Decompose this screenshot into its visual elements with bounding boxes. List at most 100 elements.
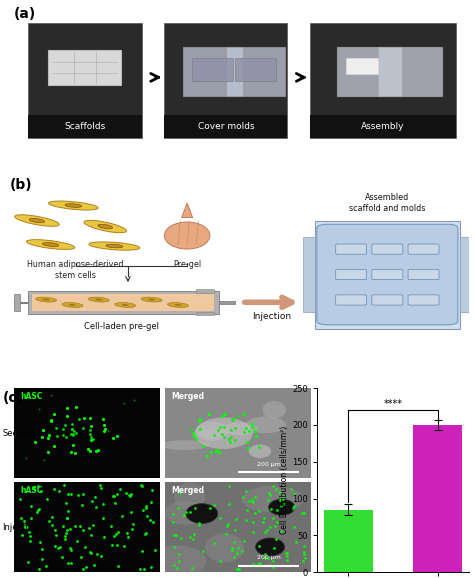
Point (44, 495, 51, 504)
Point (141, 530, 149, 539)
Ellipse shape (164, 222, 210, 249)
Bar (164, 114, 287, 138)
Point (271, 521, 279, 531)
Point (47, 416, 55, 425)
Ellipse shape (48, 201, 98, 210)
Point (87, 435, 95, 444)
Point (18, 513, 25, 523)
Bar (28, 291, 219, 314)
Point (88, 496, 96, 505)
FancyBboxPatch shape (408, 295, 439, 305)
Point (139, 505, 146, 514)
Point (242, 423, 250, 432)
Point (231, 436, 239, 445)
Ellipse shape (69, 304, 76, 306)
Point (59, 431, 67, 440)
Point (241, 427, 248, 436)
Ellipse shape (27, 240, 75, 250)
Point (137, 564, 144, 573)
Point (61, 420, 68, 429)
FancyBboxPatch shape (372, 295, 403, 305)
Point (225, 499, 232, 508)
Bar (324, 510, 373, 572)
Point (45, 447, 52, 456)
Point (31, 438, 39, 447)
Point (264, 495, 271, 504)
Point (62, 535, 69, 544)
Point (113, 541, 120, 550)
Point (244, 443, 251, 453)
Ellipse shape (65, 203, 82, 208)
Text: hASC: hASC (20, 392, 42, 401)
Point (128, 525, 136, 534)
Point (240, 410, 248, 419)
Point (120, 398, 128, 407)
Point (94, 446, 102, 455)
Polygon shape (182, 203, 192, 217)
Point (200, 546, 207, 555)
FancyBboxPatch shape (336, 295, 367, 305)
Point (191, 529, 198, 538)
Point (25, 527, 32, 536)
Point (116, 484, 123, 494)
Point (87, 433, 94, 442)
Point (290, 523, 298, 532)
Point (104, 426, 111, 435)
Ellipse shape (122, 304, 129, 306)
Point (190, 432, 198, 441)
Point (140, 564, 147, 573)
Point (100, 426, 108, 435)
Point (289, 503, 297, 513)
Point (234, 412, 242, 421)
Point (109, 541, 116, 550)
Point (233, 549, 240, 558)
Point (33, 507, 40, 517)
Point (130, 395, 137, 405)
Point (54, 432, 61, 441)
Point (266, 491, 274, 500)
Point (269, 481, 276, 491)
Point (241, 537, 248, 546)
Point (137, 480, 145, 490)
Point (231, 525, 238, 535)
Point (46, 517, 53, 526)
Point (72, 403, 80, 412)
Point (189, 535, 196, 544)
Point (101, 424, 109, 434)
Point (99, 414, 107, 424)
Point (111, 498, 119, 507)
Point (240, 492, 247, 502)
Point (88, 421, 95, 430)
Point (52, 530, 60, 539)
Point (261, 550, 269, 559)
Point (129, 519, 137, 528)
Point (100, 420, 108, 429)
Ellipse shape (174, 304, 182, 306)
Ellipse shape (222, 423, 258, 435)
Point (301, 553, 309, 562)
Point (176, 550, 183, 559)
Point (78, 552, 85, 561)
Point (45, 434, 52, 443)
Point (59, 424, 67, 434)
Point (261, 513, 268, 523)
Point (100, 514, 107, 523)
Point (127, 507, 135, 517)
Point (66, 544, 73, 553)
Bar (28, 114, 142, 138)
Point (275, 487, 283, 497)
Point (73, 429, 80, 438)
Point (86, 413, 94, 423)
Point (92, 447, 100, 456)
Point (109, 434, 117, 443)
Point (30, 482, 37, 491)
Point (142, 501, 149, 510)
Text: (b): (b) (9, 178, 32, 192)
Point (248, 496, 255, 505)
Point (249, 528, 256, 537)
Point (188, 425, 195, 435)
Point (49, 512, 56, 521)
Point (215, 447, 222, 456)
Point (47, 416, 55, 425)
Ellipse shape (160, 440, 209, 450)
